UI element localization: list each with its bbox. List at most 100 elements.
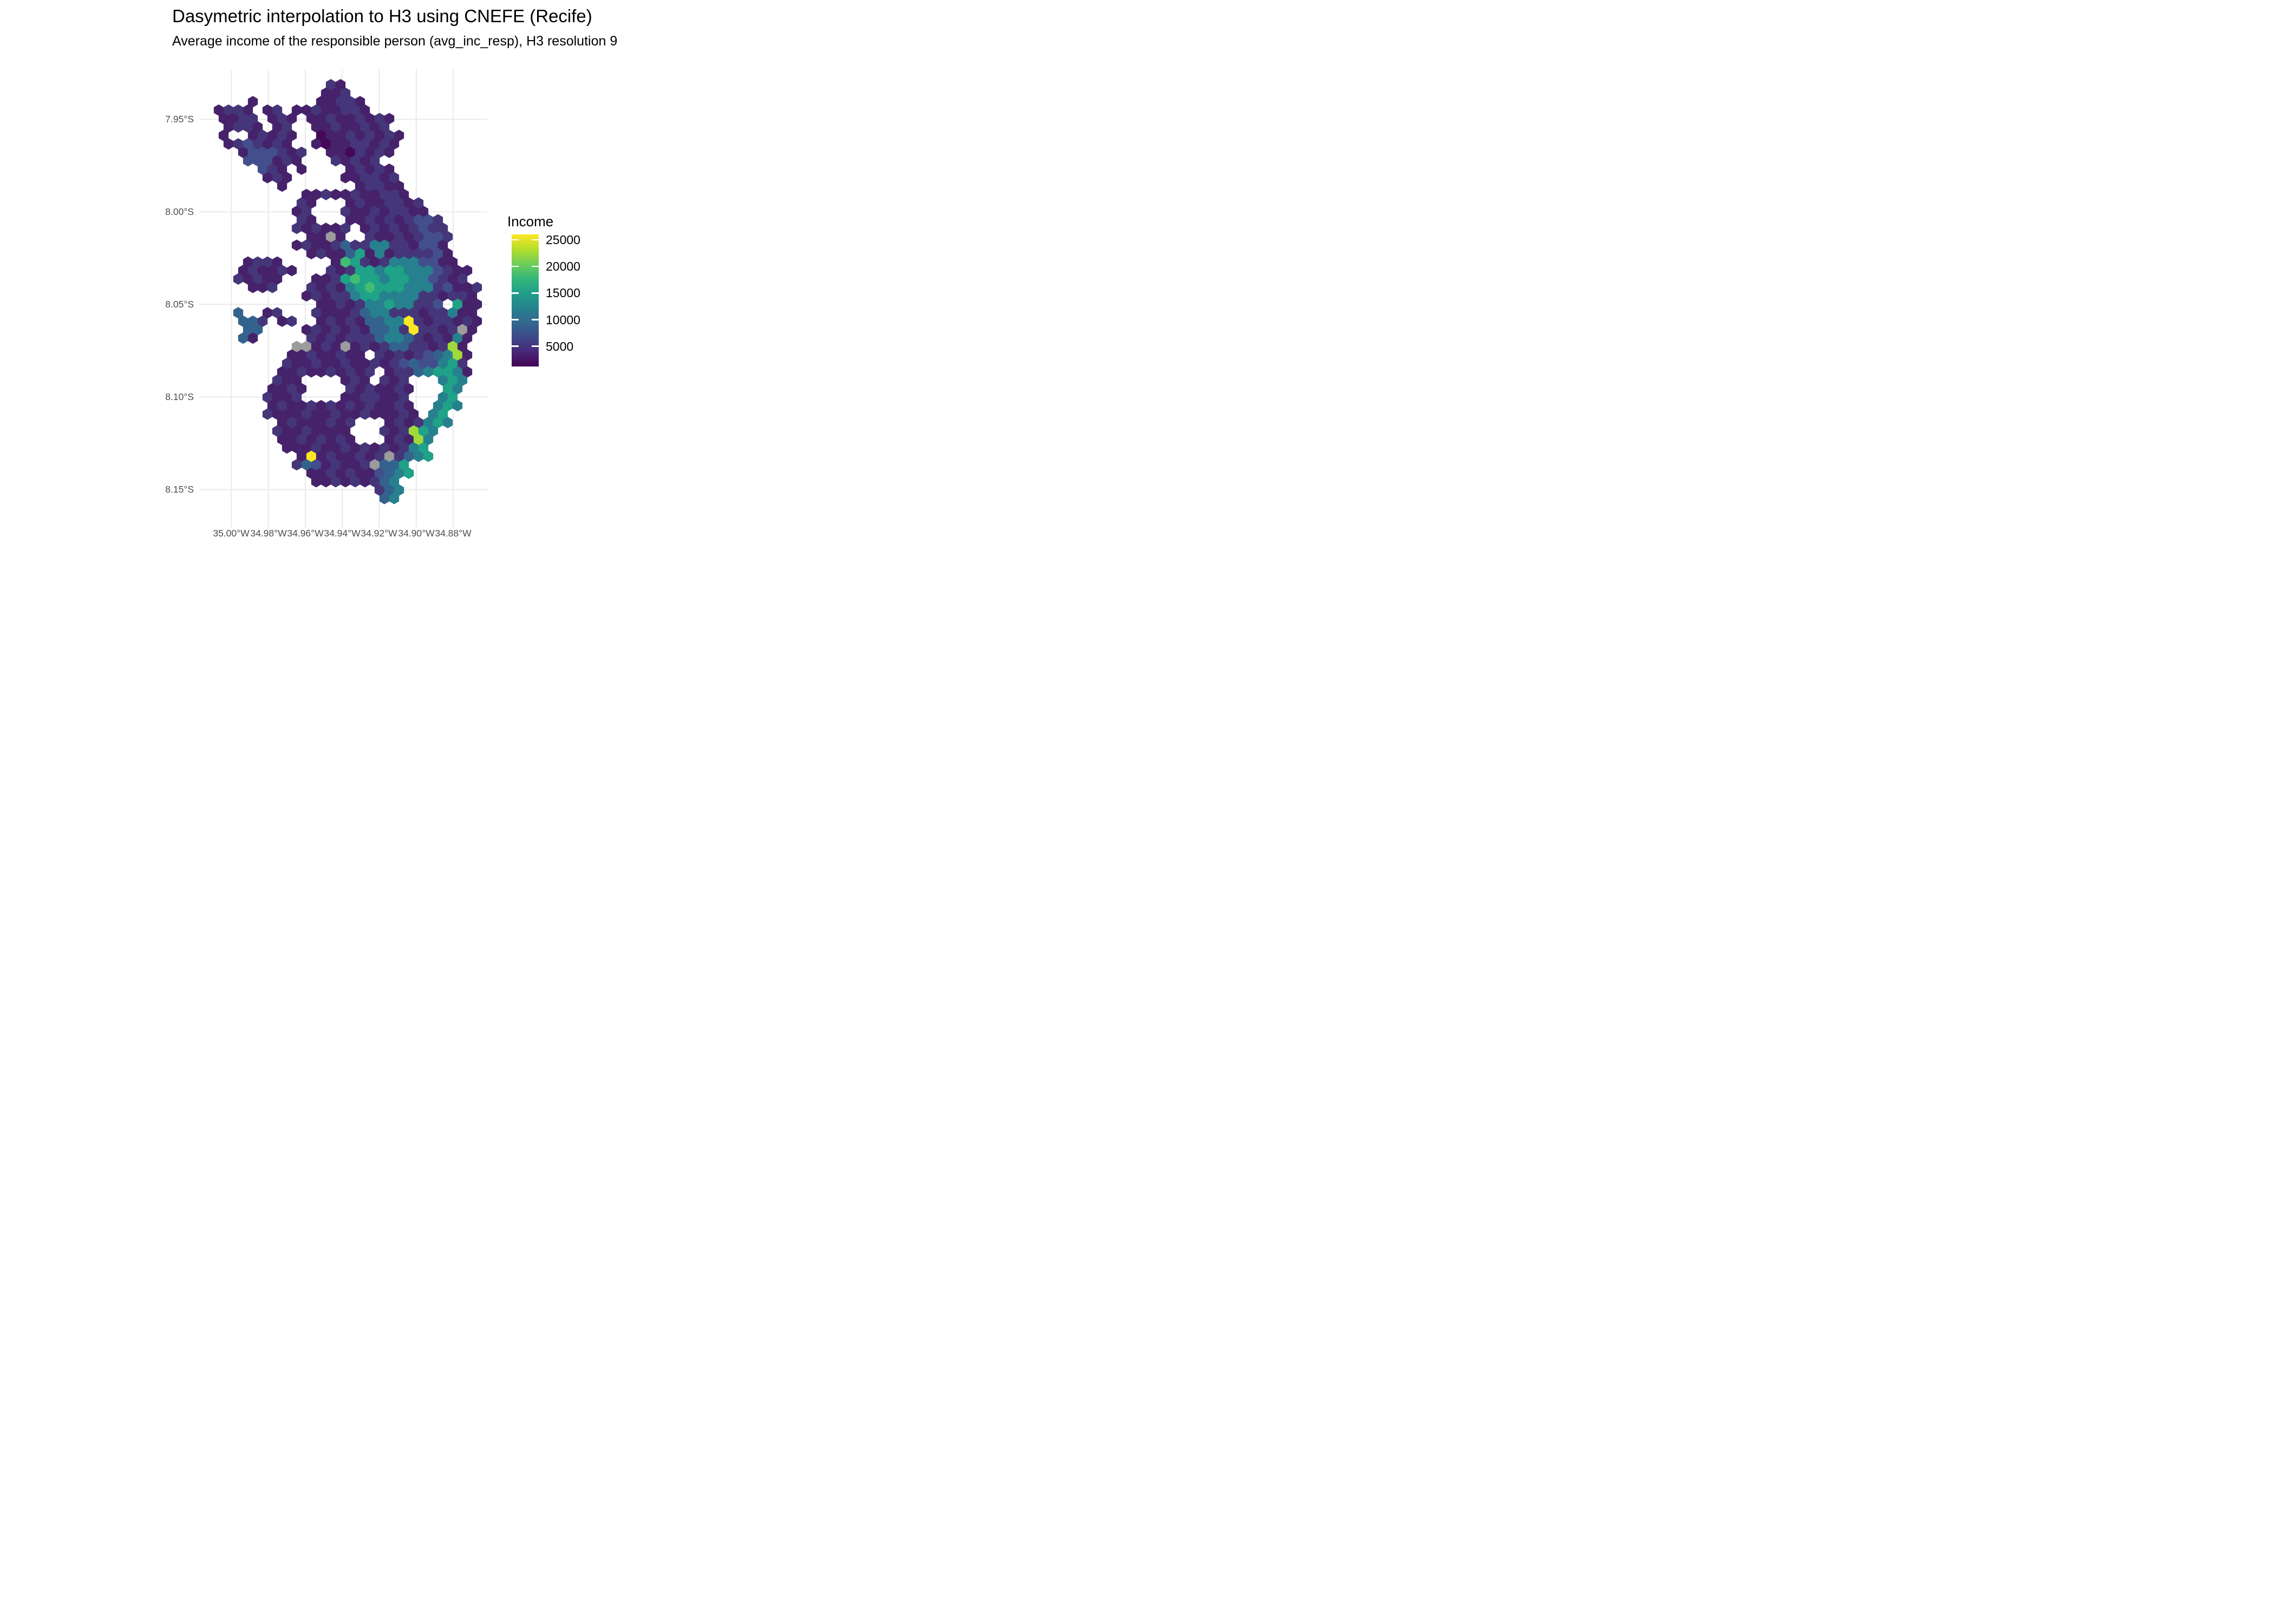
h3-hex-cell: [325, 332, 336, 344]
h3-hex-cell: [403, 231, 414, 243]
h3-hex-cell: [394, 400, 404, 411]
h3-hex-cell: [306, 332, 317, 344]
h3-hex-cell: [394, 484, 404, 496]
h3-hex-cell: [374, 113, 385, 125]
h3-hex-cell: [252, 138, 263, 150]
h3-hex-cell: [457, 290, 468, 302]
h3-hex-cell: [325, 281, 336, 293]
h3-hex-cell: [355, 315, 365, 327]
h3-hex-cell: [457, 324, 468, 336]
h3-hex-cell: [389, 290, 400, 302]
h3-hex-cell: [394, 180, 404, 192]
h3-hex-cell: [321, 425, 331, 437]
h3-hex-cell: [442, 315, 453, 327]
h3-hex-cell: [379, 121, 390, 133]
h3-hex-cell: [291, 155, 302, 167]
h3-hex-cell: [306, 450, 317, 462]
h3-hex-cell: [340, 155, 351, 167]
h3-hex-cell: [355, 163, 365, 175]
h3-hex-cell: [335, 400, 346, 411]
h3-hex-cell: [296, 417, 307, 429]
h3-hex-cell: [384, 146, 395, 158]
h3-hex-cell: [413, 298, 424, 310]
h3-hex-cell: [379, 206, 390, 218]
x-tick-label: 34.96°W: [287, 528, 324, 539]
h3-hex-cell: [267, 146, 278, 158]
h3-hex-cell: [379, 391, 390, 403]
h3-hex-cell: [262, 307, 273, 319]
h3-hex-cell: [428, 222, 439, 234]
h3-hex-cell: [360, 121, 370, 133]
h3-hex-cell: [286, 265, 297, 277]
h3-hex-cell: [335, 248, 346, 260]
h3-hex-cell: [262, 273, 273, 285]
h3-hex-cell: [335, 366, 346, 378]
h3-hex-cell: [389, 459, 400, 471]
h3-hex-cell: [374, 231, 385, 243]
h3-hex-cell: [442, 281, 453, 293]
h3-hex-cell: [360, 340, 370, 352]
h3-hex-cell: [364, 383, 375, 395]
h3-hex-cell: [233, 273, 244, 285]
h3-hex-cell: [296, 349, 307, 361]
h3-hex-cell: [413, 332, 424, 344]
h3-hex-cell: [355, 180, 365, 192]
h3-hex-cell: [350, 256, 361, 268]
h3-hex-cell: [340, 459, 351, 471]
h3-hex-cell: [433, 315, 443, 327]
h3-hex-cell: [330, 273, 341, 285]
h3-hex-cell: [384, 366, 395, 378]
h3-hex-cell: [340, 256, 351, 268]
h3-hex-cell: [364, 231, 375, 243]
h3-hex-cell: [423, 349, 434, 361]
h3-hex-cell: [286, 129, 297, 141]
h3-hex-cell: [277, 417, 287, 429]
legend-tick-label: 5000: [546, 339, 574, 353]
h3-hex-cell: [442, 417, 453, 429]
h3-hex-cell: [340, 324, 351, 336]
h3-hex-cell: [296, 434, 307, 446]
h3-hex-cell: [306, 231, 317, 243]
h3-hex-cell: [369, 155, 380, 167]
h3-hex-cell: [428, 324, 439, 336]
h3-hex-cell: [247, 113, 258, 125]
h3-hex-cell: [301, 357, 312, 369]
h3-hex-cell: [277, 146, 287, 158]
h3-hex-cell: [384, 434, 395, 446]
h3-hex-cell: [457, 357, 468, 369]
h3-hex-cell: [272, 256, 283, 268]
h3-hex-cell: [291, 357, 302, 369]
h3-hex-cell: [306, 113, 317, 125]
h3-hex-cell: [355, 265, 365, 277]
legend-colorbar: [512, 234, 539, 366]
h3-hex-cell: [282, 391, 292, 403]
h3-hex-cell: [437, 256, 448, 268]
h3-hex-cell: [335, 315, 346, 327]
h3-hex-cell: [335, 129, 346, 141]
h3-hex-cell: [321, 138, 331, 150]
h3-hex-cell: [442, 231, 453, 243]
h3-hex-cell: [379, 459, 390, 471]
h3-hex-cell: [379, 442, 390, 454]
h3-hex-cell: [389, 172, 400, 184]
h3-hex-cell: [369, 121, 380, 133]
h3-hex-cell: [423, 265, 434, 277]
h3-hex-cell: [223, 121, 234, 133]
h3-hex-cell: [379, 307, 390, 319]
h3-hex-cell: [447, 340, 458, 352]
h3-hex-cell: [321, 188, 331, 200]
h3-hex-cell: [325, 434, 336, 446]
h3-hex-cell: [369, 256, 380, 268]
h3-hex-cell: [311, 239, 322, 251]
h3-hex-cell: [398, 357, 409, 369]
legend-tick-mark: [532, 292, 539, 294]
h3-hex-cell: [413, 265, 424, 277]
h3-hex-cell: [262, 391, 273, 403]
h3-hex-cell: [389, 206, 400, 218]
h3-hex-cell: [364, 450, 375, 462]
h3-hex-cell: [384, 349, 395, 361]
h3-hex-cell: [330, 138, 341, 150]
legend-tick-mark: [532, 265, 539, 267]
h3-hex-cell: [316, 349, 326, 361]
h3-hex-cell: [389, 138, 400, 150]
